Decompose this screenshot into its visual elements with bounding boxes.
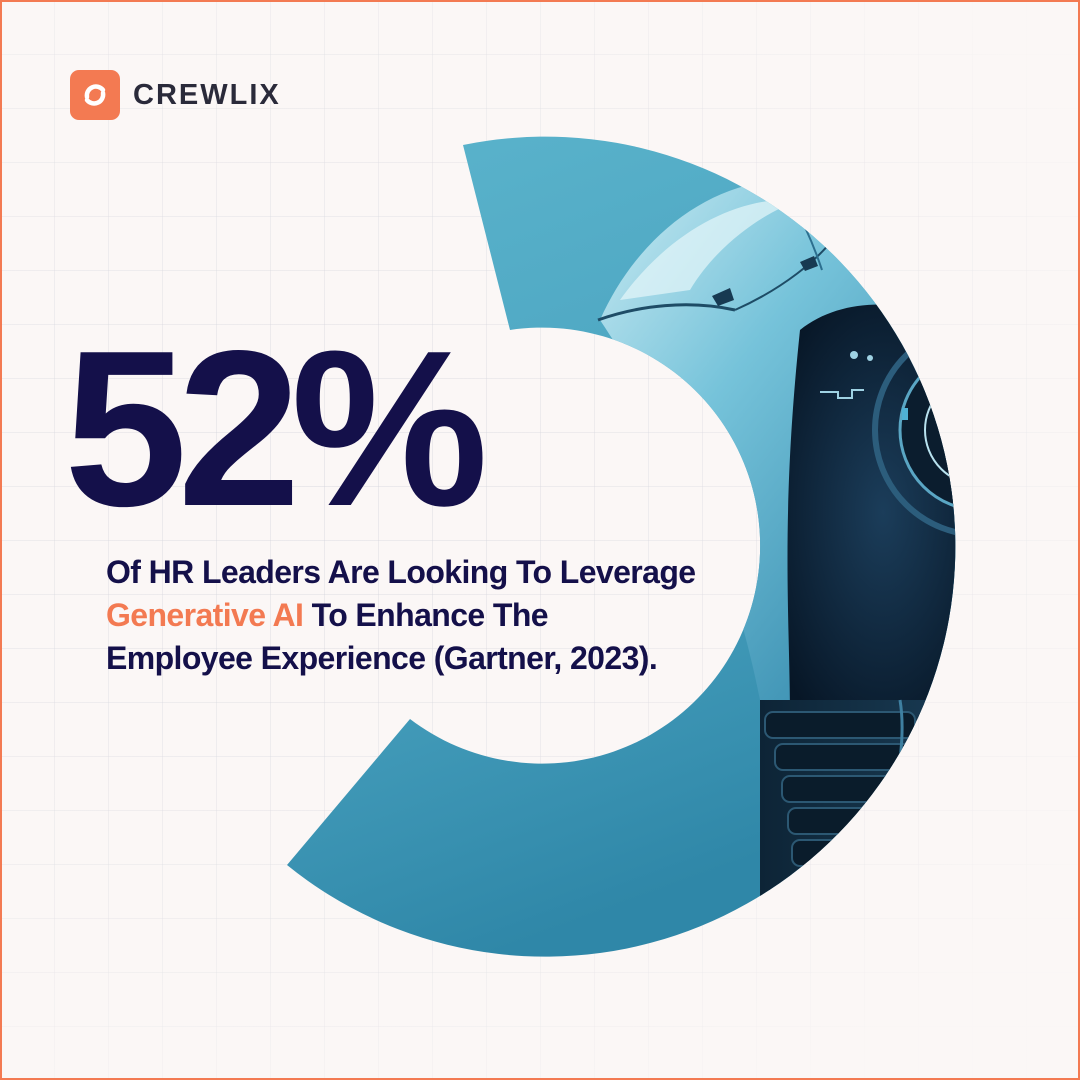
caption-line-2-rest: To Enhance The: [303, 597, 549, 633]
brand-logo: CREWLIX: [70, 70, 281, 120]
caption-line-3: Employee Experience (Gartner, 2023).: [106, 640, 658, 676]
caption-line-2: Generative AI To Enhance The: [106, 594, 746, 637]
crewlix-logo-icon: [70, 70, 120, 120]
caption-text: Of HR Leaders Are Looking To Leverage Ge…: [106, 551, 746, 680]
caption-highlight: Generative AI: [106, 597, 304, 633]
headline-stat: 52%: [64, 305, 488, 553]
brand-name: CREWLIX: [133, 78, 281, 111]
caption-line-1: Of HR Leaders Are Looking To Leverage: [106, 554, 696, 590]
